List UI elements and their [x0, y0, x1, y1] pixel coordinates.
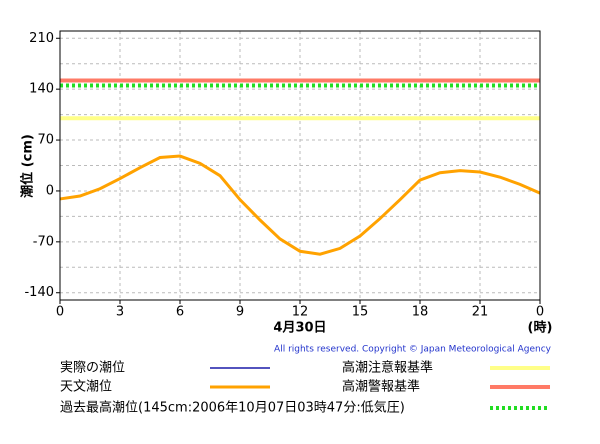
legend-label: 天文潮位	[60, 380, 112, 395]
x-tick-label: 0	[536, 305, 544, 320]
y-tick-label: 70	[37, 133, 54, 148]
x-tick-label: 0	[56, 305, 64, 320]
y-tick-label: 140	[29, 82, 54, 97]
y-axis-label: 潮位 (cm)	[20, 134, 36, 198]
x-tick-label: 15	[352, 305, 369, 320]
legend-label: 高潮注意報基準	[342, 360, 433, 376]
x-axis-unit: (時)	[528, 320, 553, 336]
legend-label: 高潮警報基準	[342, 379, 420, 395]
legend-label: 過去最高潮位(145cm:2006年10月07日03時47分:低気圧)	[60, 400, 405, 416]
x-tick-label: 3	[116, 305, 124, 320]
tide-line	[59, 154, 541, 256]
copyright: All rights reserved. Copyright © Japan M…	[274, 345, 552, 355]
y-tick-label: 0	[46, 183, 54, 198]
y-tick-label: -140	[24, 285, 54, 300]
x-tick-label: 12	[292, 305, 309, 320]
x-tick-label: 9	[236, 305, 244, 320]
x-tick-label: 6	[176, 305, 184, 320]
x-axis-label: 4月30日	[273, 321, 326, 336]
x-tick-label: 18	[412, 305, 429, 320]
y-tick-label: 210	[29, 31, 54, 46]
x-tick-label: 21	[472, 305, 489, 320]
y-tick-label: -70	[33, 234, 54, 249]
plot-border	[59, 30, 541, 301]
legend-label: 実際の潮位	[60, 360, 125, 376]
